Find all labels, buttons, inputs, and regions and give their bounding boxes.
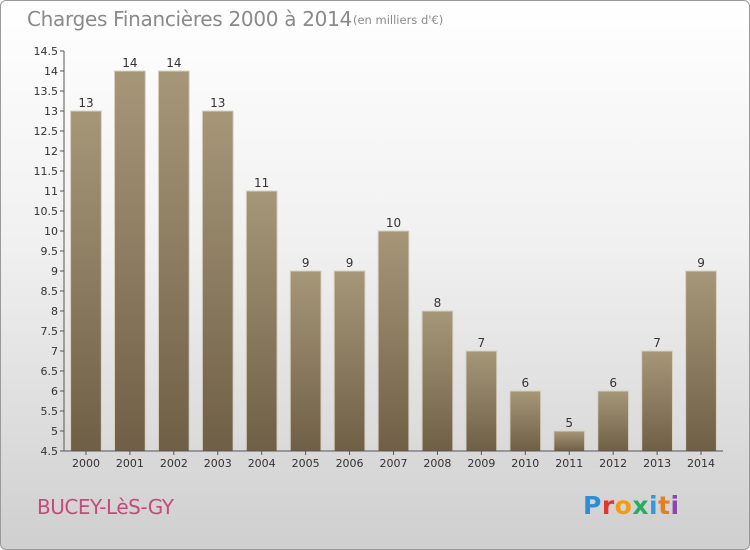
data-label: 6: [609, 376, 617, 390]
chart-title: Charges Financières 2000 à 2014: [27, 7, 352, 31]
y-axis: 4.5 5 5.5 6 6.5 7 7.5 8 8.5 9 9.5 10 10.5 11 11.5 12 12.…: [34, 45, 65, 458]
brand-logo: Proxiti: [583, 491, 680, 520]
y-tick-label: 14.5: [34, 45, 59, 58]
y-tick-label: 14: [44, 65, 58, 78]
x-tick-label: 2004: [248, 457, 276, 470]
y-tick-label: 5: [51, 425, 58, 438]
data-label: 14: [122, 56, 137, 70]
x-tick-label: 2006: [336, 457, 364, 470]
data-label: 13: [78, 96, 93, 110]
data-label: 6: [521, 376, 529, 390]
y-tick-label: 12.5: [34, 125, 59, 138]
data-label: 7: [478, 336, 486, 350]
y-tick-label: 13.5: [34, 85, 59, 98]
bar: [465, 350, 498, 452]
data-label: 9: [302, 256, 310, 270]
x-tick-label: 2014: [687, 457, 715, 470]
bar: [685, 270, 717, 452]
x-tick-label: 2003: [204, 457, 232, 470]
y-tick-label: 13: [44, 105, 58, 118]
y-tick-label: 4.5: [41, 445, 59, 458]
y-tick-label: 6: [51, 385, 58, 398]
x-tick-label: 2007: [380, 457, 408, 470]
bar: [509, 390, 542, 452]
y-tick-label: 8: [51, 305, 58, 318]
bar: [114, 70, 146, 452]
y-tick-label: 12: [44, 145, 58, 158]
bar: [333, 270, 366, 452]
y-tick-label: 9: [51, 265, 58, 278]
y-tick-label: 7: [51, 345, 58, 358]
data-label: 5: [565, 416, 573, 430]
x-tick-label: 2009: [467, 457, 495, 470]
x-tick-label: 2002: [160, 457, 188, 470]
brand-letter: i: [649, 491, 659, 520]
brand-letter: P: [583, 491, 602, 520]
data-label: 10: [386, 216, 401, 230]
y-tick-label: 7.5: [41, 325, 59, 338]
bar: [245, 190, 278, 452]
data-label: 9: [697, 256, 705, 270]
data-label: 13: [210, 96, 225, 110]
y-tick-label: 10.5: [34, 205, 59, 218]
x-tick-label: 2013: [643, 457, 671, 470]
y-tick-label: 5.5: [41, 405, 59, 418]
y-tick-label: 6.5: [41, 365, 59, 378]
bar: [201, 110, 234, 452]
bar: [289, 270, 322, 452]
x-tick-label: 2000: [72, 457, 100, 470]
data-label: 9: [346, 256, 354, 270]
bar: [157, 70, 190, 452]
y-tick-label: 11: [44, 185, 58, 198]
bar: [641, 350, 673, 452]
y-tick-label: 10: [44, 225, 58, 238]
bar: [377, 230, 410, 452]
bars: 13 14 14 13 11 9 9 10 8 7 6 5 6 7 9: [70, 56, 717, 452]
x-tick-label: 2011: [555, 457, 583, 470]
x-tick-label: 2012: [599, 457, 627, 470]
brand-letter: t: [658, 491, 671, 520]
x-tick-label: 2001: [116, 457, 144, 470]
brand-letter: i: [670, 491, 680, 520]
y-tick-label: 9.5: [41, 245, 59, 258]
brand-letter: o: [614, 491, 633, 520]
data-label: 14: [166, 56, 181, 70]
location-name: BUCEY-LèS-GY: [37, 495, 174, 519]
bar: [70, 110, 102, 452]
x-tick-label: 2010: [511, 457, 539, 470]
data-label: 7: [653, 336, 661, 350]
brand-letter: r: [601, 491, 615, 520]
x-tick-label: 2005: [292, 457, 320, 470]
bar: [421, 310, 454, 452]
data-label: 8: [434, 296, 442, 310]
chart-subtitle: (en milliers d'€): [353, 13, 444, 27]
x-tick-label: 2008: [423, 457, 451, 470]
x-axis: 2000 2001 2002 2003 2004 2005 2006 2007 2008 2009…: [64, 450, 723, 470]
brand-letter: x: [632, 491, 649, 520]
y-tick-label: 8.5: [41, 285, 59, 298]
y-tick-label: 11.5: [34, 165, 59, 178]
bar: [597, 390, 630, 452]
data-label: 11: [254, 176, 269, 190]
bar: [553, 430, 586, 452]
